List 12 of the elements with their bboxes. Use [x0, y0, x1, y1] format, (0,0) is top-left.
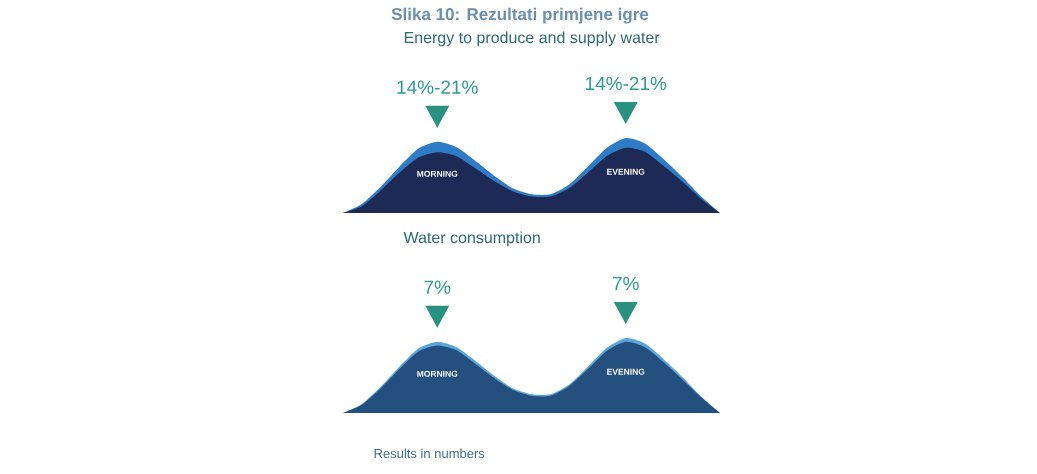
text: 7% — [612, 276, 639, 291]
text: Results in numbers — [374, 448, 485, 459]
chart-title: Energy to produce and supply water — [404, 31, 660, 47]
text: 14%-21% — [397, 80, 478, 94]
annotation: EVENING — [607, 368, 645, 375]
annotation: MORNING — [417, 170, 458, 177]
annotation: EVENING — [607, 168, 645, 175]
chart-title: Water consumption — [403, 231, 540, 247]
text: 7% — [424, 280, 451, 294]
text: Slika 10: Rezultati primjene igre — [391, 7, 649, 24]
annotation: MORNING — [417, 370, 458, 377]
text: 14%-21% — [586, 76, 667, 91]
